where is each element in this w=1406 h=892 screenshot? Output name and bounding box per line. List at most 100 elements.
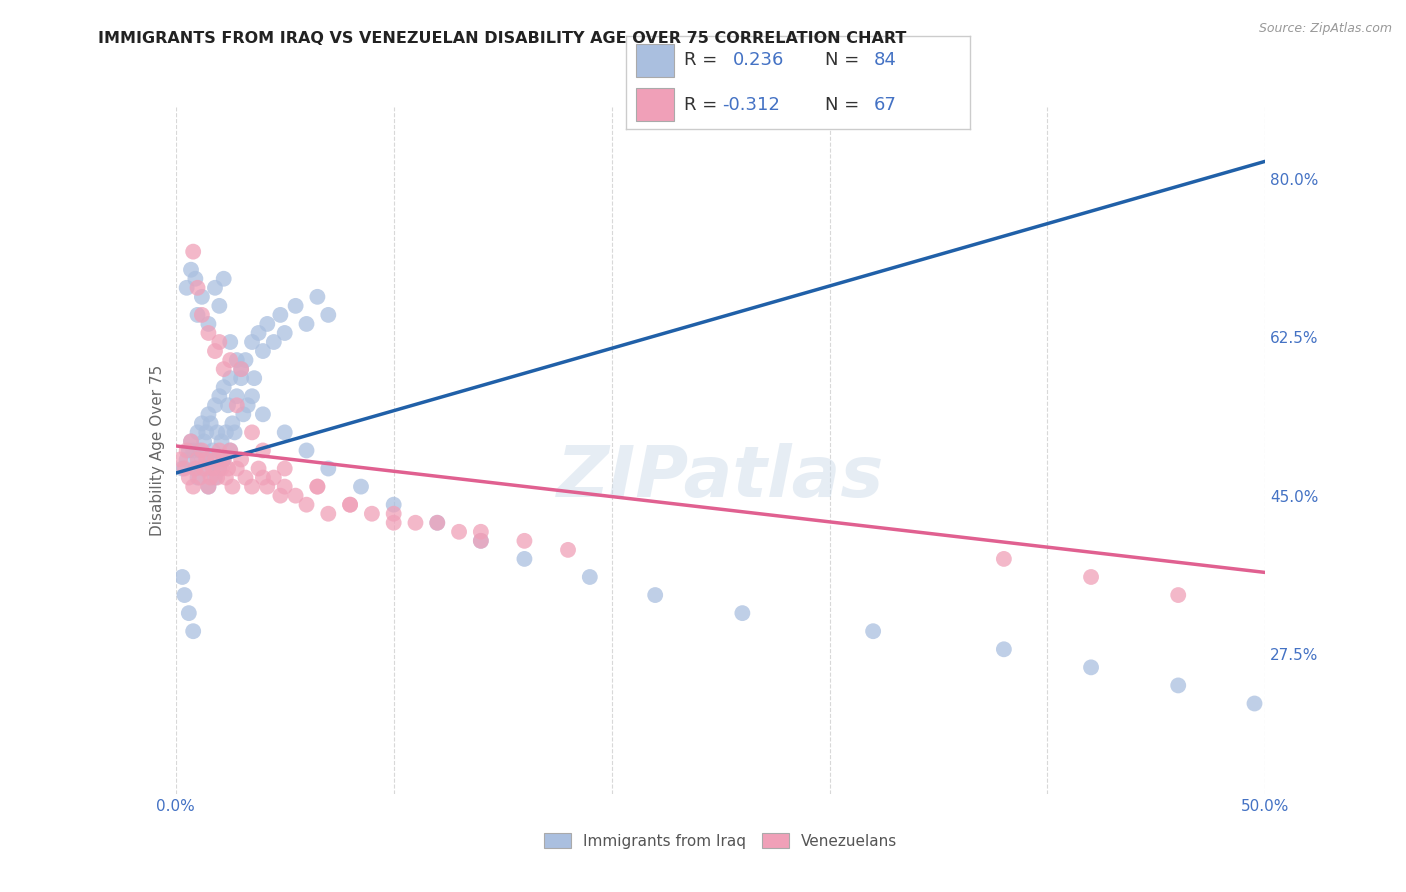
Point: [225, 461, 247, 475]
Text: R =: R =: [685, 52, 723, 70]
Point: [426, 516, 449, 530]
Point: [191, 443, 214, 458]
Point: [256, 317, 278, 331]
Point: [274, 425, 297, 440]
Point: [212, 362, 235, 376]
Point: [318, 308, 340, 322]
Point: [219, 334, 242, 349]
Point: [184, 461, 207, 475]
Point: [217, 461, 239, 475]
Point: [200, 417, 222, 431]
Point: [513, 552, 536, 566]
Point: [240, 389, 263, 403]
Legend: Immigrants from Iraq, Venezuelans: Immigrants from Iraq, Venezuelans: [537, 827, 904, 855]
Point: [318, 507, 340, 521]
Point: [269, 308, 291, 322]
Point: [176, 281, 198, 295]
Point: [295, 443, 318, 458]
Point: [644, 588, 666, 602]
Point: [195, 452, 218, 467]
Point: [339, 498, 361, 512]
FancyBboxPatch shape: [636, 88, 673, 121]
Point: [181, 244, 204, 259]
Point: [208, 443, 231, 458]
Point: [181, 443, 204, 458]
Point: [211, 434, 233, 449]
Point: [186, 470, 209, 484]
Point: [191, 452, 214, 467]
Point: [186, 281, 209, 295]
Point: [231, 362, 253, 376]
Text: R =: R =: [685, 95, 723, 113]
Point: [208, 299, 231, 313]
Point: [186, 425, 209, 440]
Point: [252, 470, 274, 484]
Text: -0.312: -0.312: [723, 95, 780, 113]
Text: 0.236: 0.236: [733, 52, 783, 70]
Point: [274, 480, 297, 494]
Point: [219, 443, 242, 458]
Point: [318, 461, 340, 475]
Point: [360, 507, 382, 521]
Text: N =: N =: [825, 52, 866, 70]
Point: [1167, 678, 1189, 692]
Point: [231, 371, 253, 385]
Point: [219, 443, 242, 458]
Point: [236, 398, 259, 412]
Point: [235, 470, 257, 484]
Point: [405, 516, 427, 530]
Point: [212, 271, 235, 285]
Y-axis label: Disability Age Over 75: Disability Age Over 75: [149, 365, 165, 536]
Point: [208, 389, 231, 403]
Text: IMMIGRANTS FROM IRAQ VS VENEZUELAN DISABILITY AGE OVER 75 CORRELATION CHART: IMMIGRANTS FROM IRAQ VS VENEZUELAN DISAB…: [98, 31, 907, 46]
Point: [180, 434, 202, 449]
Point: [177, 470, 200, 484]
Point: [1080, 660, 1102, 674]
Point: [208, 461, 231, 475]
Point: [513, 533, 536, 548]
Point: [219, 371, 242, 385]
Point: [217, 398, 239, 412]
Point: [219, 353, 242, 368]
Point: [208, 334, 231, 349]
Point: [215, 425, 238, 440]
Point: [212, 380, 235, 394]
Point: [204, 452, 226, 467]
Point: [184, 271, 207, 285]
Point: [193, 434, 215, 449]
Point: [231, 452, 253, 467]
Point: [205, 470, 228, 484]
Point: [197, 480, 219, 494]
Point: [212, 452, 235, 467]
Point: [200, 470, 222, 484]
Point: [180, 262, 202, 277]
Point: [470, 533, 492, 548]
FancyBboxPatch shape: [636, 44, 673, 77]
Point: [295, 498, 318, 512]
Point: [269, 489, 291, 503]
Point: [307, 290, 329, 304]
Point: [188, 470, 211, 484]
Point: [200, 452, 222, 467]
Point: [256, 480, 278, 494]
Point: [235, 353, 257, 368]
Point: [225, 398, 247, 412]
Point: [382, 507, 405, 521]
Point: [188, 443, 211, 458]
Point: [1243, 697, 1265, 711]
Point: [177, 443, 200, 458]
Point: [191, 308, 214, 322]
Point: [993, 552, 1015, 566]
Point: [195, 461, 218, 475]
Point: [240, 480, 263, 494]
Point: [284, 489, 307, 503]
Point: [350, 480, 373, 494]
Point: [169, 452, 191, 467]
Point: [382, 516, 405, 530]
Point: [197, 407, 219, 421]
Text: Source: ZipAtlas.com: Source: ZipAtlas.com: [1258, 22, 1392, 36]
Point: [339, 498, 361, 512]
Point: [231, 362, 253, 376]
Point: [426, 516, 449, 530]
Point: [172, 461, 194, 475]
